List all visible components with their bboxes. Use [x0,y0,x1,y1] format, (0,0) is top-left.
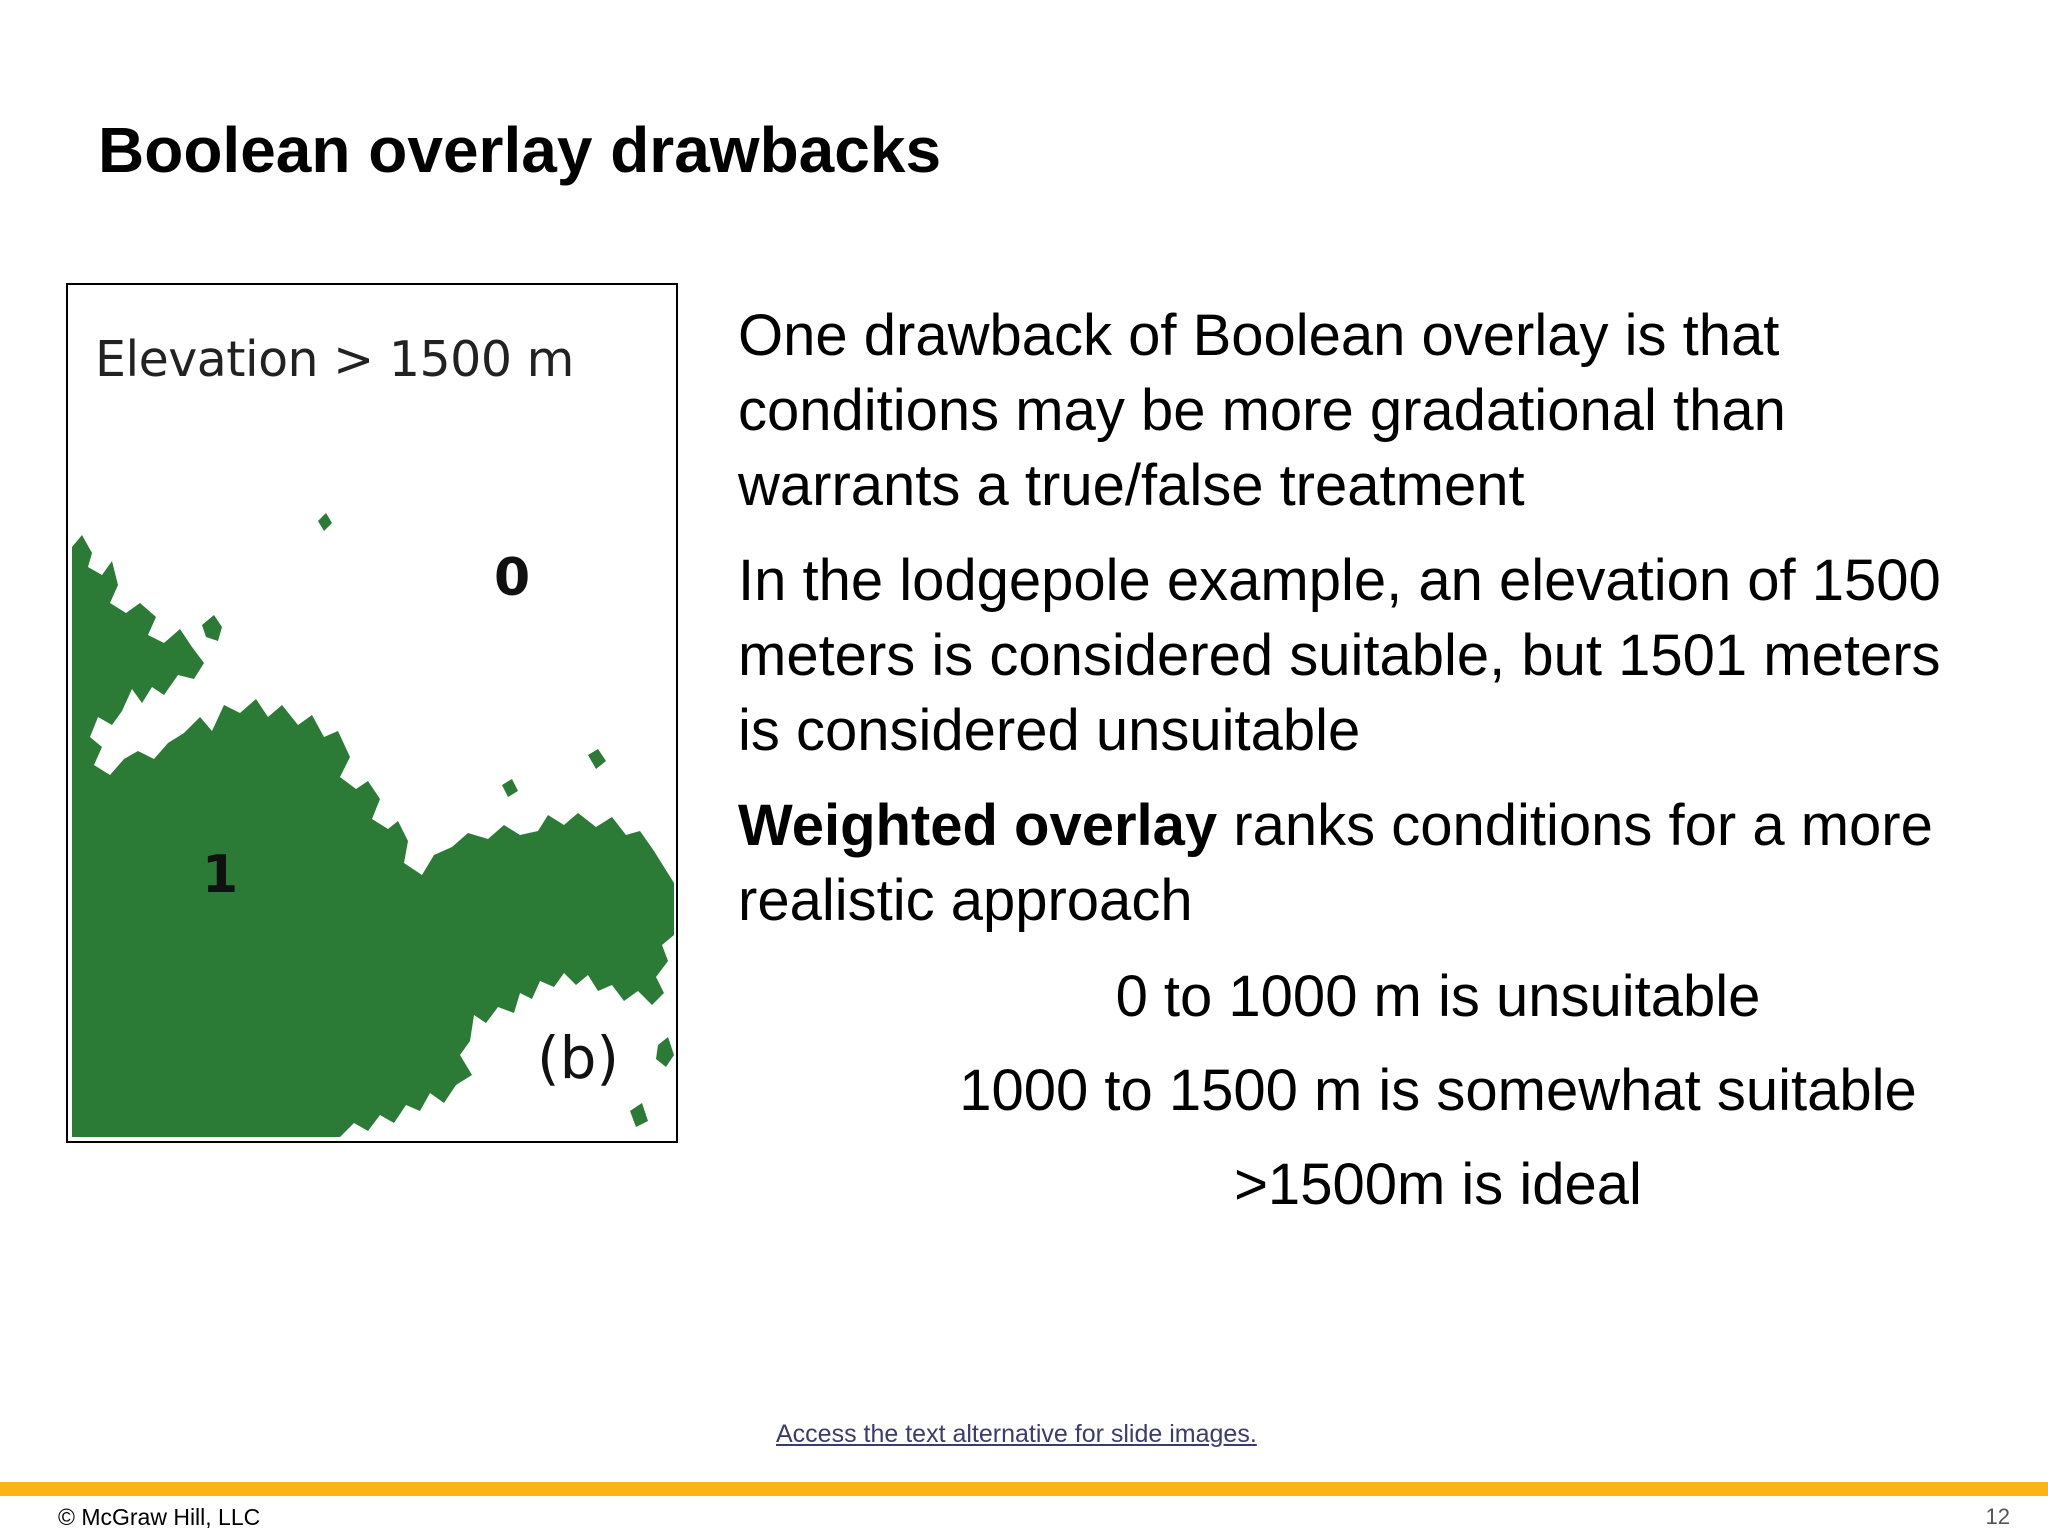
suitable-area-fragment [628,889,650,913]
footer-accent-bar [0,1482,2048,1496]
suitable-area-fragment [318,513,332,531]
suitable-area-fragment [502,779,518,797]
suitable-area-fragment [656,1037,674,1067]
map-label-one: 1 [202,845,239,905]
suitable-area-fragment [588,749,606,769]
map-title: Elevation > 1500 m [95,331,574,388]
paragraph-lodgepole-example: In the lodgepole example, an elevation o… [738,548,1941,763]
panel-label: (b) [531,1010,625,1106]
elevation-map-figure: Elevation > 1500 m 0 1 (b) [66,283,678,1143]
map-label-zero: 0 [494,548,531,608]
copyright-notice: © McGraw Hill, LLC [58,1504,261,1530]
rank-ideal: >1500m is ideal [1234,1152,1642,1217]
paragraph-weighted-overlay: Weighted overlay ranks conditions for a … [738,788,1978,938]
rank-unsuitable: 0 to 1000 m is unsuitable [1115,964,1761,1029]
weighted-overlay-term: Weighted overlay [738,793,1218,858]
elevation-map-graphic [72,513,674,1137]
suitable-area-shape [72,535,674,1137]
slide-body: One drawback of Boolean overlay is that … [738,298,1978,1240]
rank-somewhat-suitable: 1000 to 1500 m is somewhat suitable [959,1058,1917,1123]
text-alternative-link[interactable]: Access the text alternative for slide im… [776,1420,1257,1448]
suitable-area-fragment [630,1103,648,1127]
weighted-overlay-description: ranks conditions for a more realistic ap… [738,793,1933,933]
paragraph-drawback: One drawback of Boolean overlay is that … [738,303,1786,518]
page-number: 12 [1985,1504,2010,1529]
slide-title: Boolean overlay drawbacks [98,114,942,186]
suitable-area-fragment [202,615,222,641]
